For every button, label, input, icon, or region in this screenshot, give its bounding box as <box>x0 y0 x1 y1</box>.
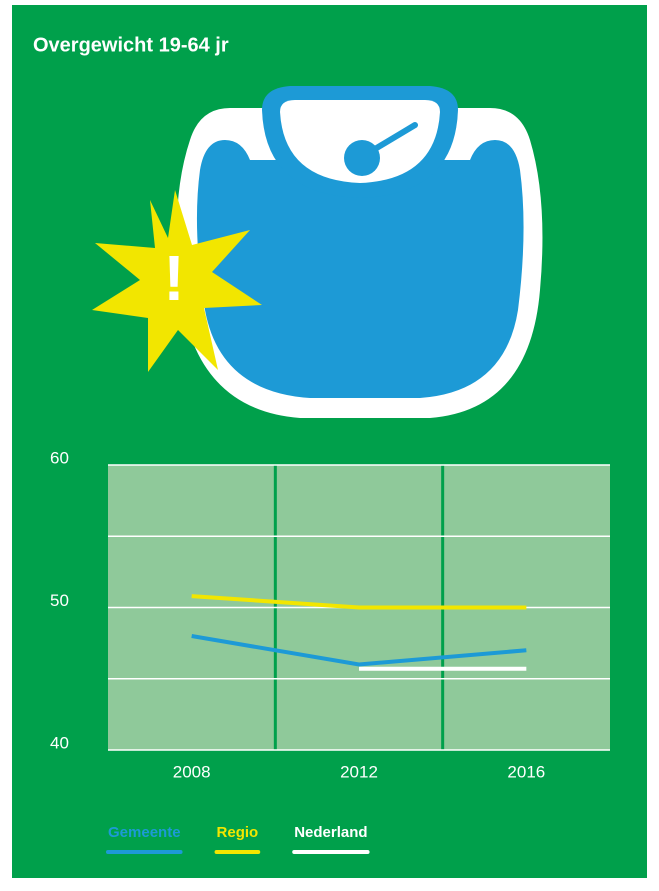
legend-label: Regio <box>217 824 259 841</box>
y-tick-label: 50 <box>50 591 69 610</box>
scale-icon: ! <box>92 86 543 418</box>
x-tick-label: 2008 <box>173 762 211 781</box>
series-line <box>191 634 527 667</box>
y-tick-label: 40 <box>50 733 69 752</box>
legend-label: Gemeente <box>108 824 181 841</box>
legend-label: Nederland <box>294 824 367 841</box>
y-tick-label: 60 <box>50 448 69 467</box>
svg-text:!: ! <box>163 242 184 314</box>
title: Overgewicht 19-64 jr <box>33 34 229 56</box>
x-tick-label: 2016 <box>507 762 545 781</box>
x-tick-label: 2012 <box>340 762 378 781</box>
series-line <box>191 594 527 610</box>
